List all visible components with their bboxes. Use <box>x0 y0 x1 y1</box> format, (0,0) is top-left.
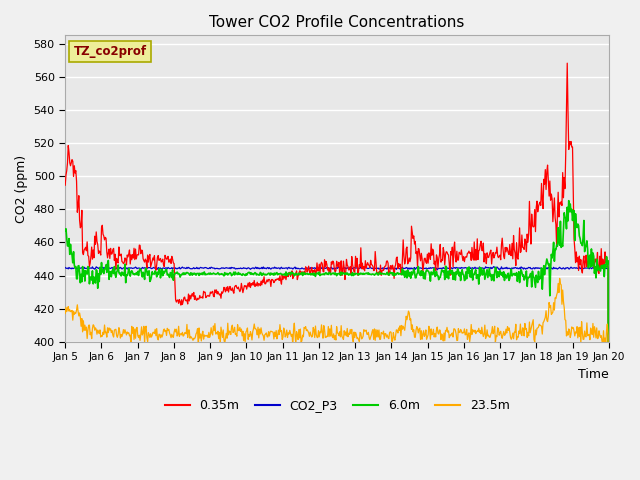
Legend: 0.35m, CO2_P3, 6.0m, 23.5m: 0.35m, CO2_P3, 6.0m, 23.5m <box>159 394 515 417</box>
Text: TZ_co2prof: TZ_co2prof <box>74 45 147 58</box>
X-axis label: Time: Time <box>578 368 609 381</box>
Title: Tower CO2 Profile Concentrations: Tower CO2 Profile Concentrations <box>209 15 465 30</box>
Y-axis label: CO2 (ppm): CO2 (ppm) <box>15 155 28 223</box>
